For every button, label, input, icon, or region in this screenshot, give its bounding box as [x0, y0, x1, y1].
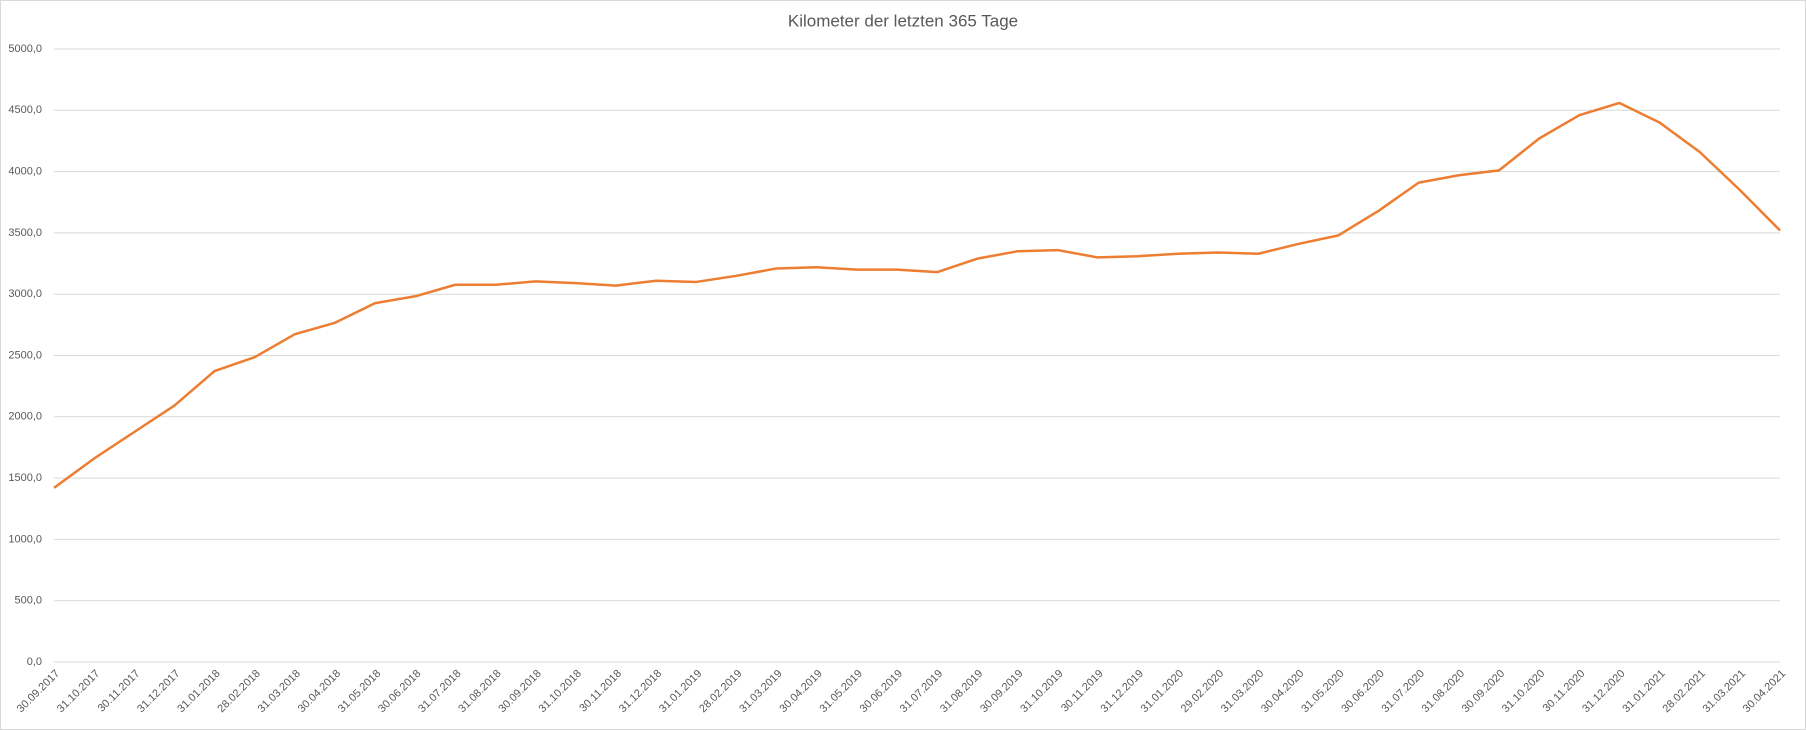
y-tick-label: 0,0: [27, 656, 42, 668]
y-tick-label: 1000,0: [8, 533, 42, 545]
y-tick-label: 3000,0: [8, 288, 42, 300]
y-tick-label: 5000,0: [8, 43, 42, 55]
chart-title: Kilometer der letzten 365 Tage: [788, 11, 1018, 30]
y-tick-label: 2500,0: [8, 349, 42, 361]
line-series: [53, 101, 1781, 489]
y-tick-label: 2000,0: [8, 411, 42, 423]
y-tick-label: 4000,0: [8, 166, 42, 178]
y-tick-label: 4500,0: [8, 104, 42, 116]
y-tick-label: 1500,0: [8, 472, 42, 484]
y-tick-label: 500,0: [14, 595, 42, 607]
y-tick-label: 3500,0: [8, 227, 42, 239]
